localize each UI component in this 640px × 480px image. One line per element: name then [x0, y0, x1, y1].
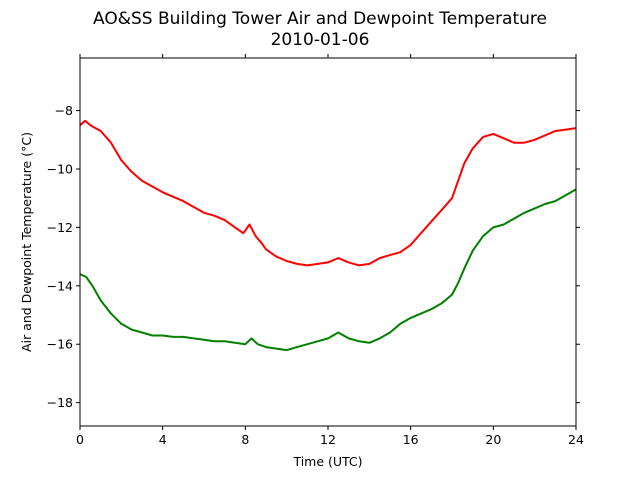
chart-title-line1: AO&SS Building Tower Air and Dewpoint Te…: [93, 9, 547, 29]
y-tick-label: −18: [47, 395, 73, 410]
series-line-1: [79, 119, 577, 267]
plot-frame: [79, 57, 577, 427]
chart-title-line2: 2010-01-06: [271, 30, 370, 50]
x-tick-label: 8: [241, 432, 249, 447]
x-tick-label: 4: [159, 432, 167, 447]
x-axis-label: Time (UTC): [292, 454, 362, 469]
x-tick-label: 0: [76, 432, 84, 447]
y-tick-label: −8: [55, 103, 73, 118]
y-tick-label: −14: [47, 278, 73, 293]
x-axis: 0 4 8 12 16 20 24: [76, 54, 584, 447]
x-tick-label: 20: [485, 432, 501, 447]
x-tick-label: 16: [403, 432, 419, 447]
y-tick-label: −12: [47, 220, 73, 235]
y-tick-label: −10: [47, 161, 73, 176]
y-axis-label: Air and Dewpoint Temperature (°C): [19, 132, 34, 352]
x-tick-label: 12: [320, 432, 336, 447]
series-line-2: [79, 188, 577, 352]
series-layer: [79, 119, 577, 352]
y-axis: −18 −16 −14 −12 −10 −8: [47, 103, 580, 410]
y-tick-label: −16: [47, 337, 73, 352]
x-tick-label: 24: [568, 432, 584, 447]
